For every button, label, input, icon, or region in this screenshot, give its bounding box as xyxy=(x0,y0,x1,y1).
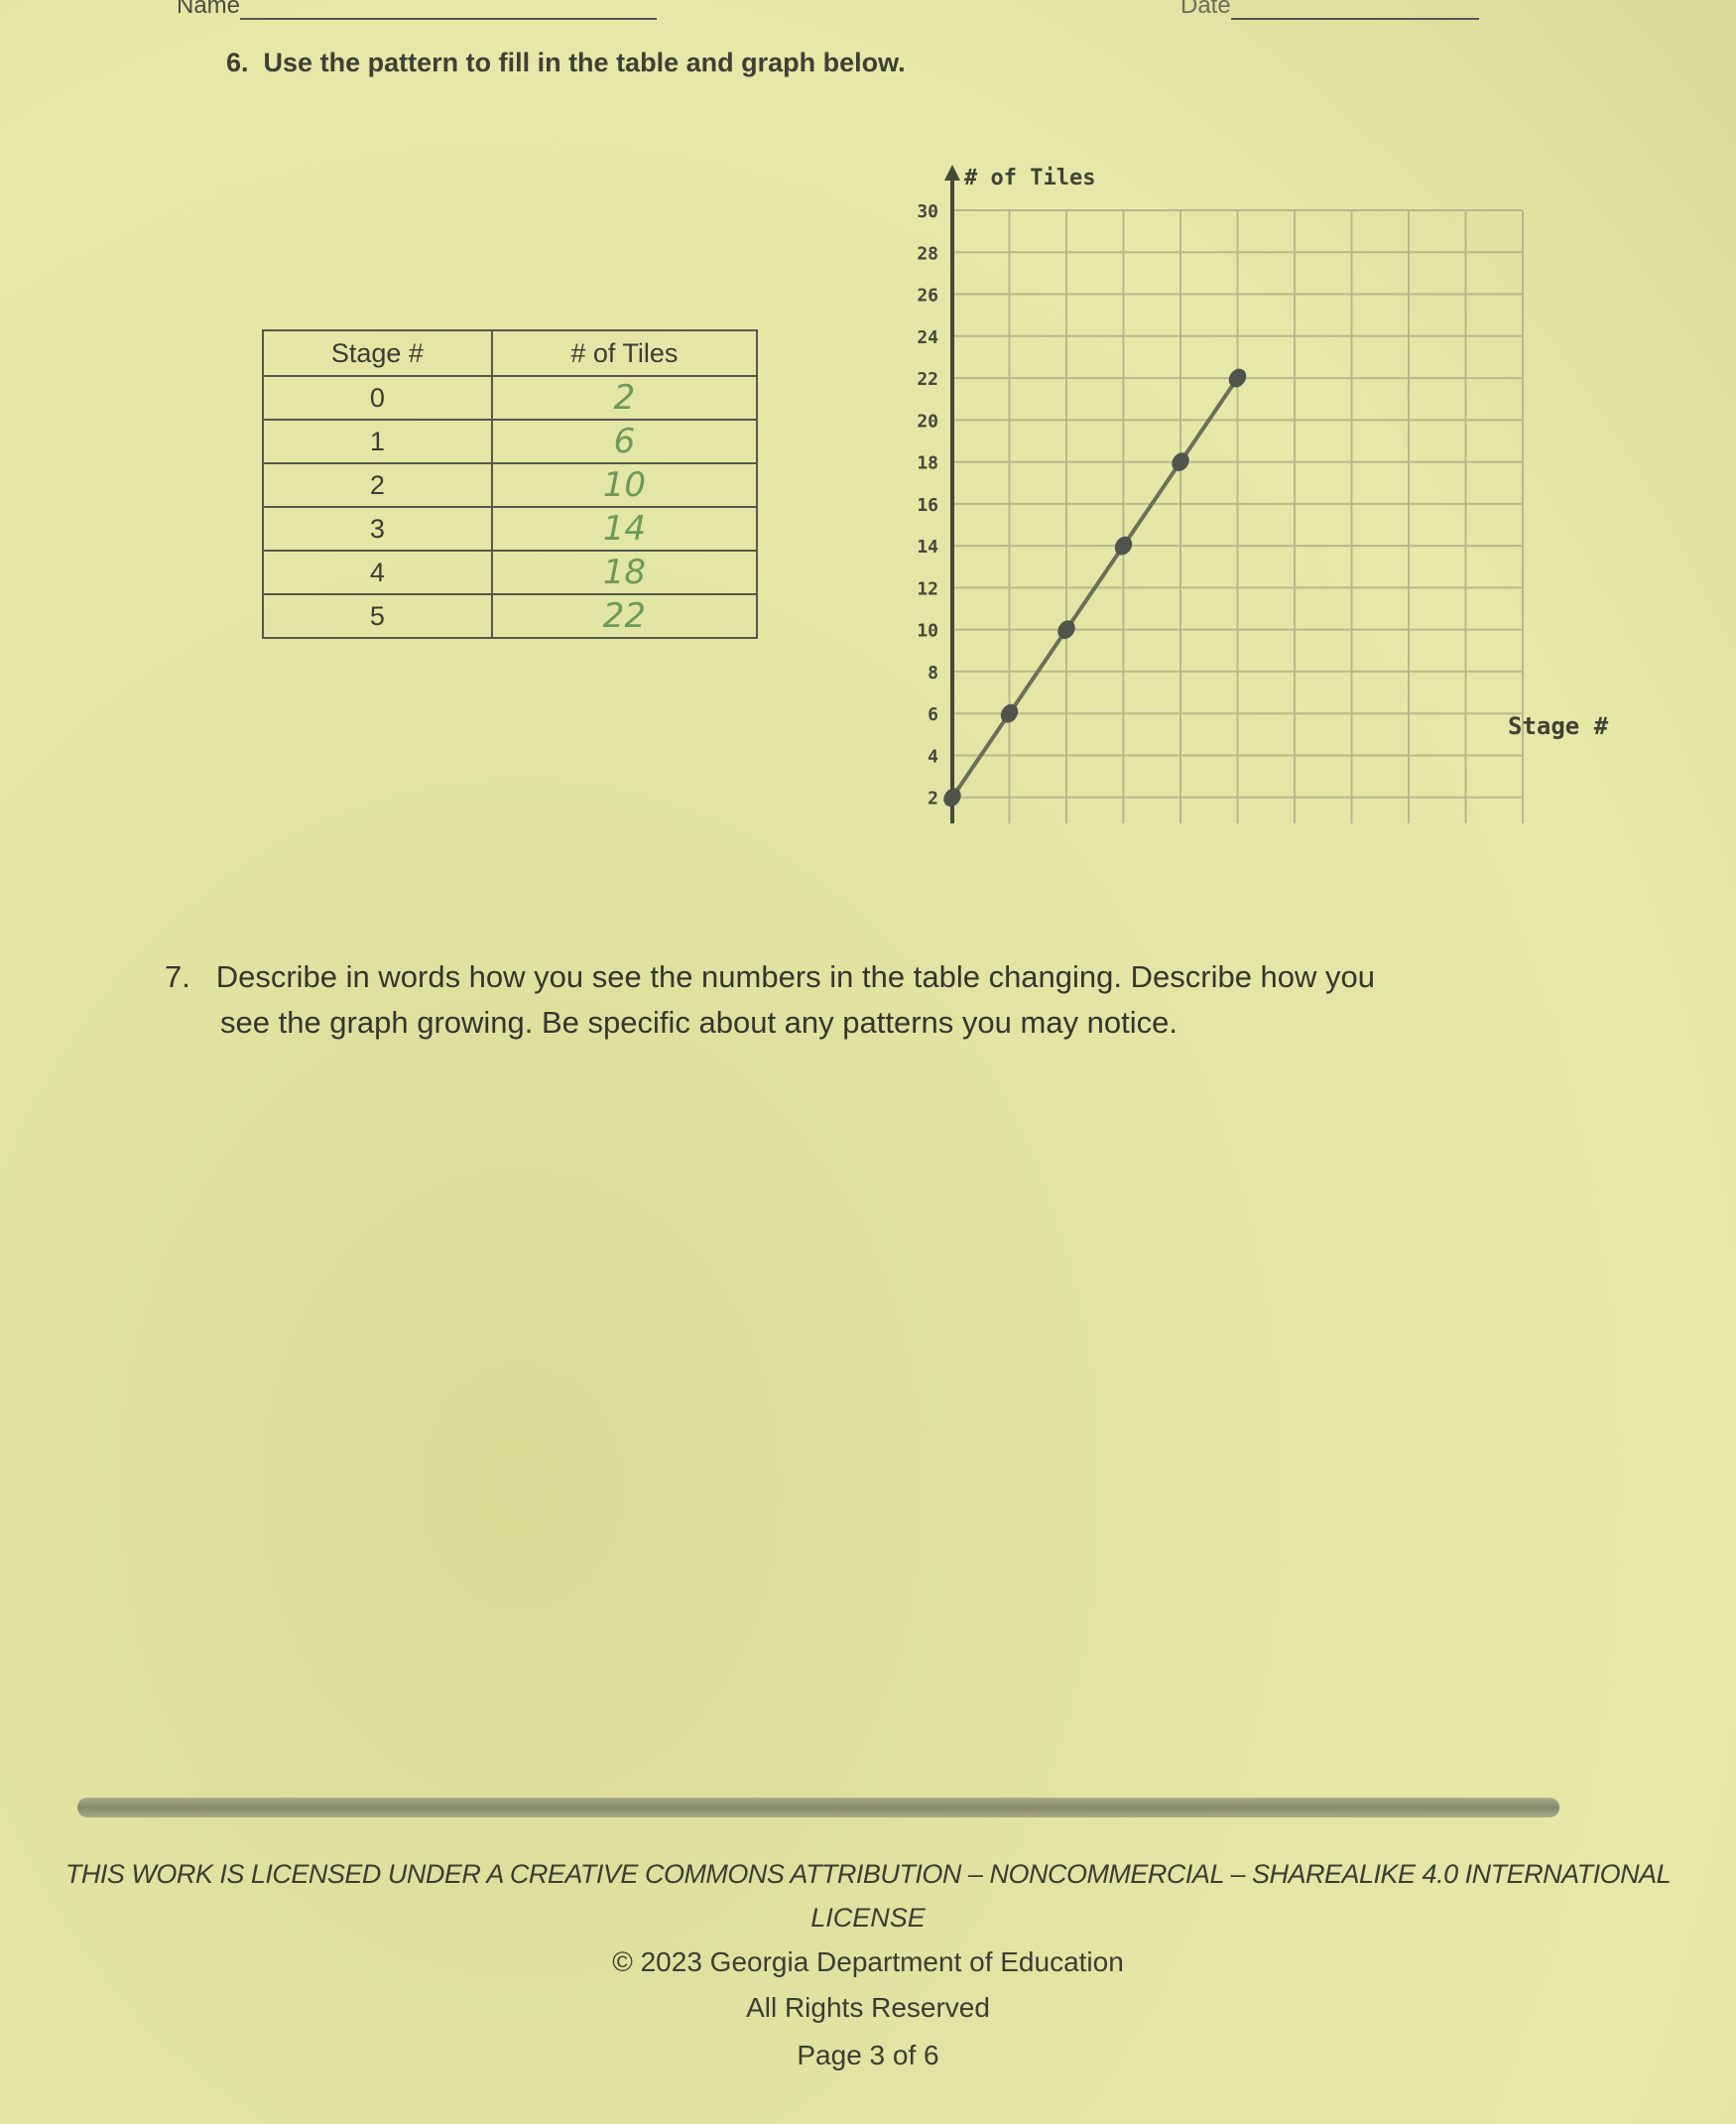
y-tick-label: 18 xyxy=(917,453,938,474)
table-row: 5 22 xyxy=(262,593,759,639)
y-tick-label: 4 xyxy=(928,746,938,767)
question-6: 6. Use the pattern to fill in the table … xyxy=(226,48,906,77)
license-text: THIS WORK IS LICENSED UNDER A CREATIVE C… xyxy=(64,1859,1672,1889)
y-tick-label: 12 xyxy=(917,578,938,599)
data-point xyxy=(1228,368,1247,388)
y-tick-label: 14 xyxy=(917,537,938,558)
question-7-number: 7. xyxy=(165,959,190,994)
axes xyxy=(944,165,960,823)
header-stage: Stage # xyxy=(262,329,493,377)
tiles-cell[interactable]: 2 xyxy=(490,375,759,421)
question-7-line2: see the graph growing. Be specific about… xyxy=(220,1005,1178,1040)
stage-cell: 4 xyxy=(262,550,493,595)
data-point xyxy=(1114,536,1133,556)
tiles-cell[interactable]: 6 xyxy=(490,419,759,464)
grid xyxy=(952,209,1524,823)
table-row: 3 14 xyxy=(262,506,759,552)
header-tiles: # of Tiles xyxy=(490,329,759,377)
stage-cell: 5 xyxy=(262,593,493,639)
license-text-2: LICENSE xyxy=(810,1903,926,1933)
y-tick-label: 22 xyxy=(917,369,938,390)
stage-cell: 0 xyxy=(262,375,493,421)
y-tick-label: 10 xyxy=(917,621,938,642)
divider xyxy=(77,1798,1559,1817)
name-label: Name xyxy=(177,0,241,19)
y-tick-label: 20 xyxy=(917,411,938,432)
tiles-cell[interactable]: 10 xyxy=(490,462,759,508)
table-row: 4 18 xyxy=(262,550,759,595)
page-number: Page 3 of 6 xyxy=(797,2040,939,2070)
stage-cell: 2 xyxy=(262,462,493,508)
name-field[interactable]: Name xyxy=(177,0,658,20)
date-field[interactable]: Date xyxy=(1180,0,1479,20)
data-point xyxy=(1000,703,1019,723)
rights: All Rights Reserved xyxy=(746,1992,990,2023)
y-tick-label: 8 xyxy=(928,663,938,684)
stage-cell: 1 xyxy=(262,419,493,464)
y-axis-label: # of Tiles xyxy=(964,166,1095,190)
y-tick-label: 26 xyxy=(917,286,938,307)
x-axis-label: Stage # xyxy=(1508,712,1609,740)
series-line xyxy=(950,376,1240,799)
data-point xyxy=(943,788,961,808)
y-tick-label: 16 xyxy=(917,495,938,516)
tiles-graph[interactable]: # of Tiles Stage # 246810121416182022242… xyxy=(873,149,1627,823)
stage-cell: 3 xyxy=(262,506,493,552)
y-tick-label: 6 xyxy=(928,704,938,725)
question-7: 7. Describe in words how you see the num… xyxy=(165,954,1375,1046)
tiles-cell[interactable]: 22 xyxy=(490,593,759,639)
data-point xyxy=(1172,452,1189,471)
y-axis-arrow-up-icon xyxy=(944,165,960,181)
y-tick-label: 30 xyxy=(917,201,938,222)
tiles-cell[interactable]: 18 xyxy=(490,550,759,595)
question-7-line1: Describe in words how you see the number… xyxy=(215,959,1376,994)
data-point xyxy=(1057,620,1075,640)
table-row: 2 10 xyxy=(262,462,759,508)
copyright: © 2023 Georgia Department of Education xyxy=(612,1946,1124,1977)
y-tick-label: 2 xyxy=(928,789,938,810)
table-header-row: Stage # # of Tiles xyxy=(262,329,759,377)
y-tick-label: 28 xyxy=(917,243,938,264)
y-tick-label: 24 xyxy=(917,327,938,348)
date-label: Date xyxy=(1180,0,1231,19)
tiles-cell[interactable]: 14 xyxy=(490,506,759,552)
